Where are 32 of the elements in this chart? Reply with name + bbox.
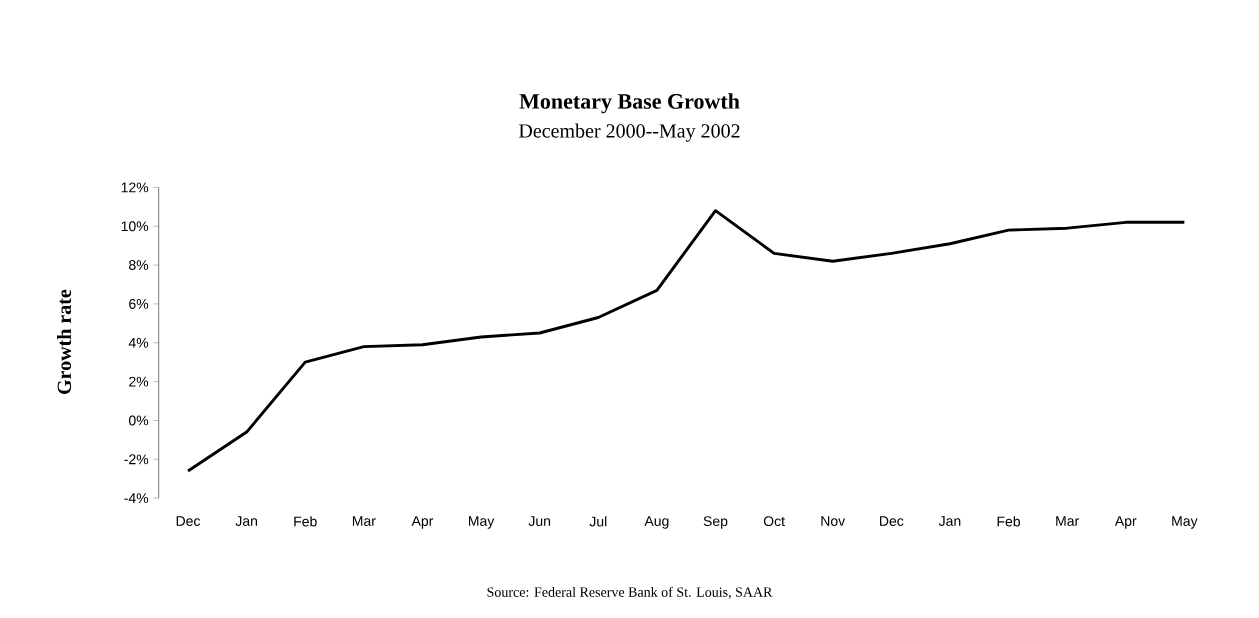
x-tick-label: Oct — [763, 516, 785, 527]
x-tick-label: May — [1172, 516, 1198, 529]
x-tick-label: Jan — [235, 516, 258, 526]
y-axis-title: Growth rate — [57, 289, 72, 394]
x-tick-label: Jan — [938, 516, 961, 526]
y-tick-label: 6% — [129, 298, 149, 309]
x-tick-label: Apr — [1114, 516, 1137, 529]
y-tick-label: 8% — [129, 260, 149, 270]
x-tick-label: Feb — [997, 516, 1021, 527]
chart-title: Monetary Base Growth — [519, 93, 740, 114]
x-tick-label: Nov — [821, 516, 846, 526]
x-tick-label: Mar — [1056, 516, 1079, 526]
y-tick-label: 12% — [121, 182, 149, 193]
x-tick-label: Dec — [880, 516, 904, 526]
x-tick-label: Dec — [176, 516, 201, 526]
x-tick-label: Sep — [703, 516, 728, 529]
x-tick-label: Jun — [528, 516, 551, 526]
chart-subtitle: December 2000--May 2002 — [518, 123, 740, 142]
x-tick-label: May — [468, 516, 495, 529]
y-tick-label: -4% — [124, 493, 149, 503]
x-tick-label: Apr — [411, 516, 434, 529]
x-tick-label: Feb — [294, 516, 317, 527]
source-note: Source: Federal Reserve Bank of St. Louis, SAAR — [487, 586, 773, 599]
x-tick-label: Aug — [644, 516, 669, 529]
y-tick-label: 10% — [121, 221, 149, 232]
x-tick-label: Mar — [352, 516, 376, 526]
y-tick-label: 4% — [128, 337, 149, 348]
y-tick-label: 0% — [128, 415, 149, 426]
y-tick-label: 2% — [129, 376, 149, 387]
line-series — [186, 209, 1186, 473]
y-tick-label: -2% — [124, 454, 149, 465]
x-tick-label: Jul — [589, 516, 607, 527]
